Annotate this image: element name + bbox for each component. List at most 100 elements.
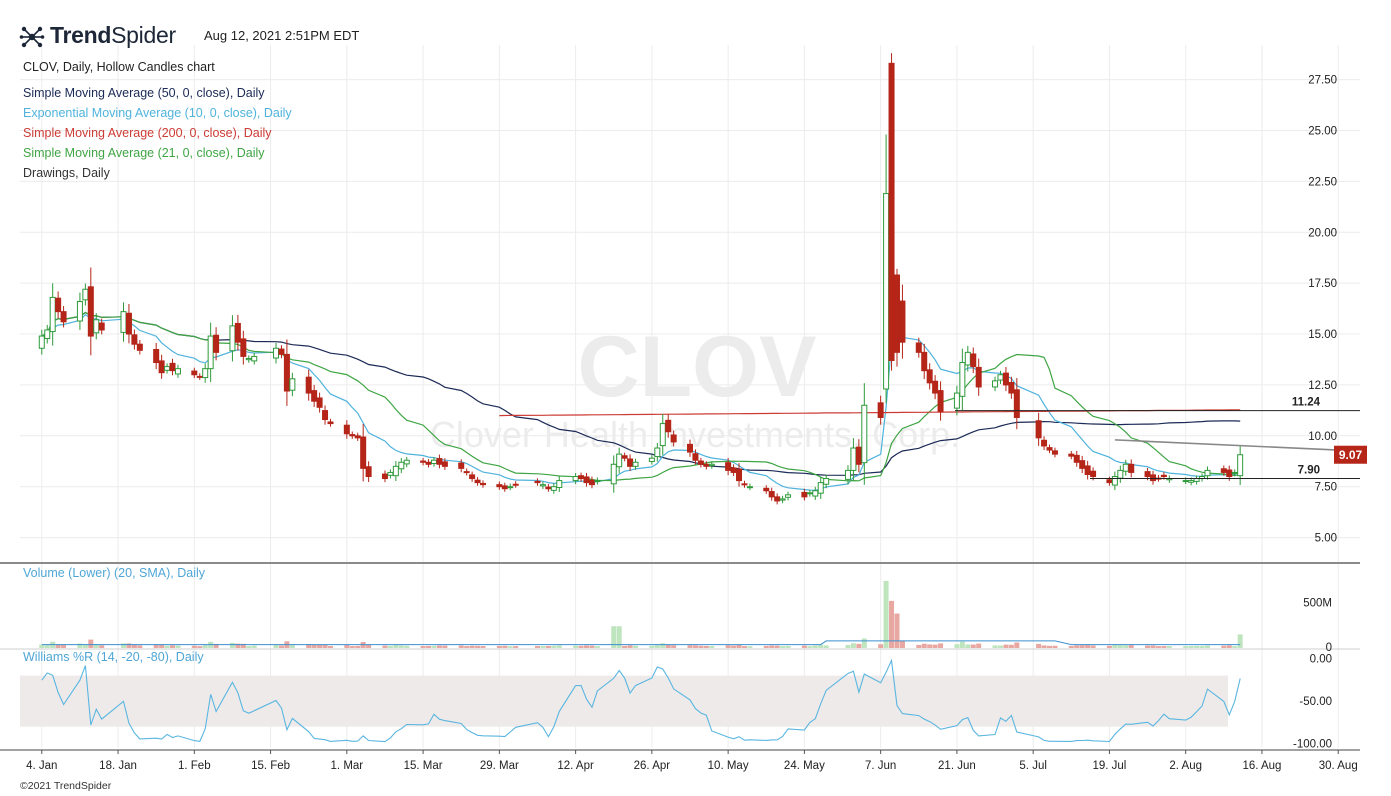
price-tick-label: 17.50 (1308, 278, 1337, 290)
volume-bar (861, 638, 867, 648)
copyright: ©2021 TrendSpider (20, 780, 112, 792)
candle-down (131, 334, 138, 345)
last-price-badge (1334, 445, 1367, 464)
candle-up (883, 193, 890, 390)
candle-up (964, 351, 971, 366)
candle-down (425, 461, 432, 465)
volume-bar (1068, 645, 1074, 648)
volume-bar (458, 645, 464, 648)
candle-down (774, 496, 781, 502)
williams-r-tick-label: 0.00 (1310, 654, 1332, 666)
volume-bar (202, 644, 208, 648)
volume-bar (545, 645, 551, 648)
candle-up (229, 325, 236, 352)
candle-up (959, 362, 966, 397)
volume-bar (311, 644, 317, 648)
legend-drawings[interactable]: Drawings, Daily (23, 166, 110, 180)
williams-r-series (41, 658, 1241, 743)
volume-bar (382, 645, 388, 648)
williams-r-panel-label[interactable]: Williams %R (14, -20, -80), Daily (23, 650, 204, 664)
candle-down (534, 480, 541, 484)
candle-down (975, 366, 982, 388)
candle-down (283, 353, 290, 392)
williams-r-band-fill (20, 675, 1228, 727)
time-tick-label: 10. May (708, 760, 749, 772)
volume-bar (317, 644, 323, 648)
volume-bar (589, 645, 595, 648)
volume-bar (229, 642, 235, 648)
volume-bar (894, 613, 900, 648)
candle-up (174, 368, 181, 375)
volume-bar (812, 645, 818, 648)
candle-down (469, 474, 476, 480)
volume-bar (1090, 645, 1096, 648)
volume-panel-label[interactable]: Volume (Lower) (20, SMA), Daily (23, 566, 206, 580)
time-tick-label: 12. Apr (557, 760, 594, 772)
volume-bar (556, 645, 562, 648)
watermark-symbol: CLOV (578, 319, 817, 415)
volume-bar (507, 646, 513, 648)
volume-bar (246, 646, 252, 648)
candle-up (403, 459, 410, 465)
volume-bar (1041, 645, 1047, 648)
candle-down (191, 370, 198, 376)
price-tick-label: 15.00 (1308, 329, 1337, 341)
volume-bar (785, 645, 791, 648)
candle-down (1220, 468, 1227, 473)
legend-sma-50[interactable]: Simple Moving Average (50, 0, close), Da… (23, 86, 265, 100)
williams-r-tick-label: -100.00 (1293, 739, 1332, 751)
candle-up (1182, 480, 1189, 483)
volume-bar (633, 645, 639, 648)
volume-bar (398, 645, 404, 648)
drawings[interactable]: 11.24 7.90 (955, 397, 1360, 480)
candle-down (588, 479, 595, 486)
volume-bar (469, 645, 475, 648)
candle-down (1041, 439, 1048, 447)
legend-sma-200[interactable]: Simple Moving Average (200, 0, close), D… (23, 126, 272, 140)
volume-bar (39, 644, 45, 648)
candle-down (855, 446, 862, 465)
volume-bar (55, 644, 61, 648)
candle-down (736, 468, 743, 482)
volume-bar (1008, 644, 1014, 648)
candle-up (1122, 463, 1129, 472)
candle-up (430, 459, 437, 464)
candle-up (251, 355, 258, 362)
candle-down (578, 475, 585, 480)
candle-up (507, 486, 514, 489)
time-tick-label: 1. Feb (178, 760, 211, 772)
candle-up (207, 335, 214, 370)
price-tick-label: 22.50 (1308, 176, 1337, 188)
volume-bar (1052, 645, 1058, 648)
candle-up (812, 490, 819, 497)
candle-up (44, 329, 51, 340)
volume-bar (1226, 645, 1232, 648)
price-tick-label: 27.50 (1308, 75, 1337, 87)
candle-down (627, 458, 634, 467)
volume-bar (235, 643, 241, 648)
candle-down (692, 453, 699, 461)
volume-bar (278, 645, 284, 648)
time-tick-label: 24. May (784, 760, 825, 772)
legend-sma-21[interactable]: Simple Moving Average (21, 0, close), Da… (23, 146, 265, 160)
candle-down (1106, 479, 1113, 484)
legend-ema-10[interactable]: Exponential Moving Average (10, 0, close… (23, 106, 292, 120)
candle-down (153, 349, 160, 364)
volume-bar (82, 644, 88, 648)
volume-bar (959, 641, 965, 648)
volume-bar (780, 646, 786, 648)
volume-bar (671, 645, 677, 648)
watermark-company: Clover Health Investments, Corp. (430, 414, 960, 455)
candle-down (665, 419, 672, 433)
candle-down (1090, 470, 1097, 478)
candle-up (1117, 469, 1124, 479)
volume-bar (594, 646, 600, 648)
volume-tick-label: 500M (1303, 598, 1332, 610)
volume-bar (393, 644, 399, 648)
volume-bar (502, 645, 508, 648)
candle-up (817, 482, 824, 494)
candlesticks[interactable] (38, 53, 1244, 505)
time-tick-label: 1. Mar (331, 760, 364, 772)
time-tick-label: 18. Jan (99, 760, 137, 772)
